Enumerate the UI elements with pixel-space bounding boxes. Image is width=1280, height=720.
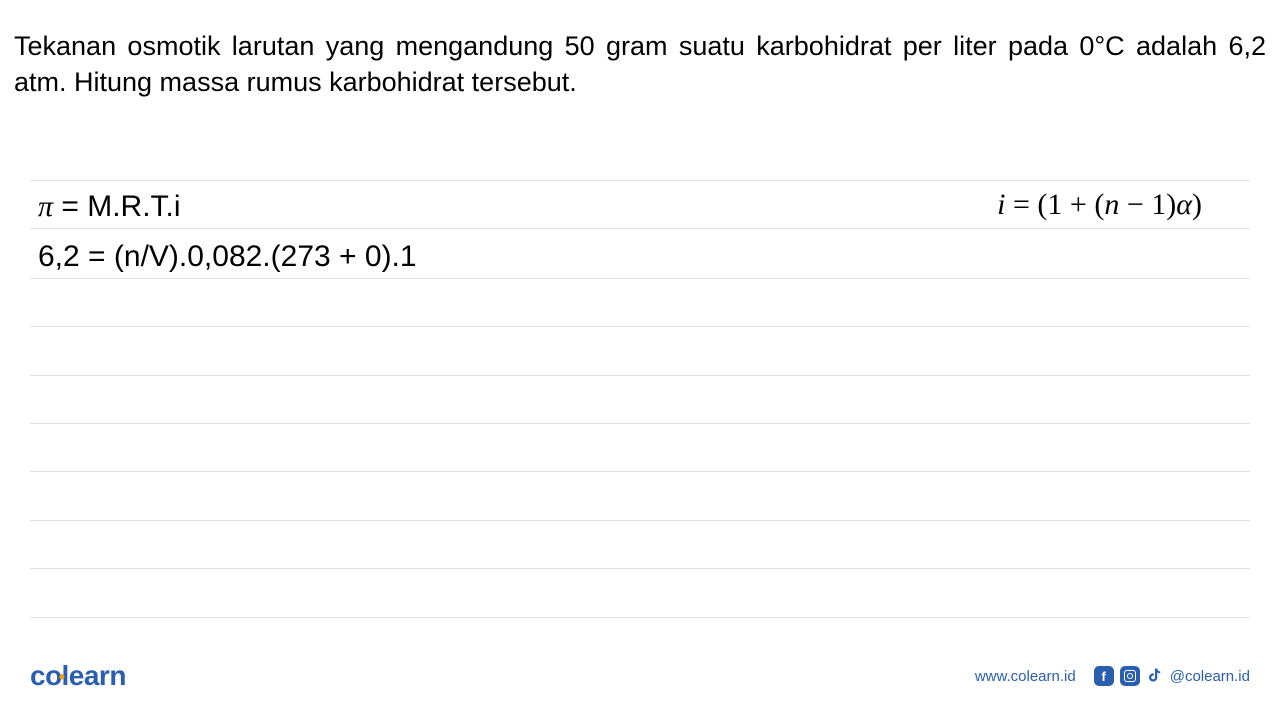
alpha-symbol: α bbox=[1176, 188, 1192, 221]
ruled-line bbox=[30, 326, 1250, 327]
logo-co: co bbox=[30, 660, 62, 691]
logo-learn: learn bbox=[62, 660, 126, 691]
formula-open: = (1 + ( bbox=[1006, 188, 1105, 221]
n-variable: n bbox=[1104, 188, 1119, 221]
ruled-line bbox=[30, 471, 1250, 472]
logo-dot: • bbox=[59, 667, 65, 688]
pi-symbol: π bbox=[38, 190, 53, 223]
footer-right: www.colearn.id f @colearn.id bbox=[975, 666, 1250, 686]
formula-close: ) bbox=[1192, 188, 1202, 221]
social-icons: f @colearn.id bbox=[1094, 666, 1250, 686]
ruled-line bbox=[30, 520, 1250, 521]
instagram-icon bbox=[1120, 666, 1140, 686]
ruled-line bbox=[30, 180, 1250, 181]
ruled-line bbox=[30, 617, 1250, 618]
formula-body: = M.R.T.i bbox=[53, 190, 181, 223]
footer: co•learn www.colearn.id f @colearn.id bbox=[30, 660, 1250, 692]
formula-vant-hoff: i = (1 + (n − 1)α) bbox=[997, 188, 1202, 222]
website-url: www.colearn.id bbox=[975, 668, 1076, 685]
social-handle: @colearn.id bbox=[1170, 668, 1250, 685]
formula-substitution: 6,2 = (n/V).0,082.(273 + 0).1 bbox=[38, 240, 417, 274]
formula-mid: − 1) bbox=[1119, 188, 1176, 221]
i-variable: i bbox=[997, 188, 1005, 221]
brand-logo: co•learn bbox=[30, 660, 126, 692]
question-text: Tekanan osmotik larutan yang mengandung … bbox=[0, 0, 1280, 101]
work-area: π = M.R.T.i 6,2 = (n/V).0,082.(273 + 0).… bbox=[30, 180, 1250, 620]
tiktok-icon bbox=[1146, 666, 1164, 686]
formula-osmotic-pressure: π = M.R.T.i bbox=[38, 190, 181, 224]
ruled-line bbox=[30, 568, 1250, 569]
ruled-line bbox=[30, 375, 1250, 376]
facebook-icon: f bbox=[1094, 666, 1114, 686]
ruled-line bbox=[30, 423, 1250, 424]
ruled-line bbox=[30, 278, 1250, 279]
ruled-line bbox=[30, 228, 1250, 229]
